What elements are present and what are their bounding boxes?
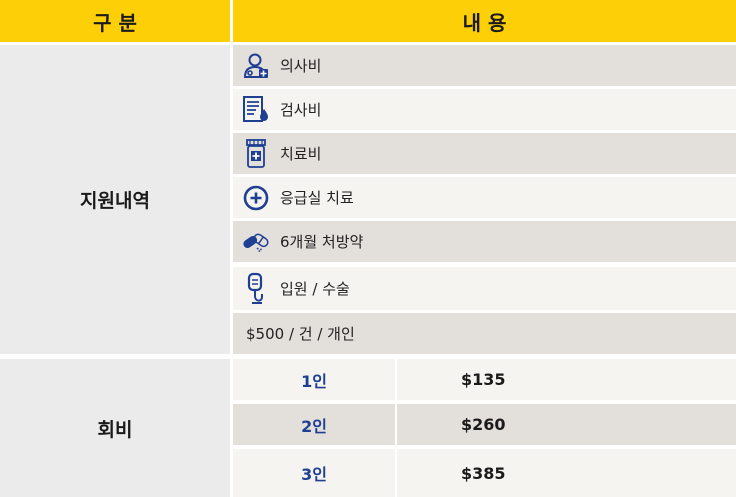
test-report-icon [242, 95, 270, 125]
header-content: 내 용 [233, 0, 736, 42]
support-item-prescription: 6개월 처방약 [233, 221, 736, 262]
support-item-hospitalization: 입원 / 수술 [233, 267, 736, 310]
fee-amount: $260 [397, 404, 736, 445]
support-item-test: 검사비 [233, 89, 736, 130]
support-item-label: 의사비 [280, 57, 322, 75]
fee-label: 회비 [0, 359, 230, 497]
emergency-plus-icon [242, 183, 270, 213]
fee-amount: $385 [397, 449, 736, 497]
support-label: 지원내역 [0, 45, 230, 354]
doctor-icon [242, 51, 270, 81]
pills-icon [242, 227, 270, 257]
limit-text: $500 / 건 / 개인 [246, 325, 355, 343]
support-item-label: 검사비 [280, 101, 322, 119]
iv-drip-icon [242, 272, 270, 304]
fee-people: 3인 [233, 449, 395, 497]
support-limit: $500 / 건 / 개인 [233, 313, 736, 354]
support-item-label: 6개월 처방약 [280, 233, 364, 251]
support-item-label: 치료비 [280, 145, 322, 163]
fee-amount: $135 [397, 359, 736, 400]
support-item-label: 응급실 치료 [280, 189, 354, 207]
support-item-label: 입원 / 수술 [280, 280, 350, 298]
fee-people: 2인 [233, 404, 395, 445]
support-item-treatment: 치료비 [233, 133, 736, 174]
support-item-emergency: 응급실 치료 [233, 177, 736, 218]
header-category: 구 분 [0, 0, 230, 42]
medicine-bottle-icon [242, 138, 270, 169]
support-item-doctor: 의사비 [233, 45, 736, 86]
fee-people: 1인 [233, 359, 395, 400]
